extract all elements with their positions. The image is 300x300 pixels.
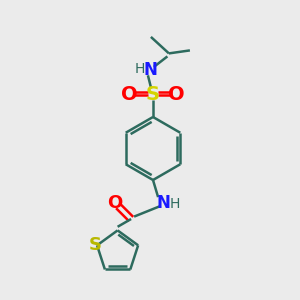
Text: S: S	[146, 85, 160, 104]
Text: O: O	[107, 194, 122, 211]
Text: N: N	[156, 194, 170, 211]
Text: N: N	[144, 61, 158, 79]
Text: O: O	[121, 85, 138, 104]
Text: H: H	[135, 62, 145, 76]
Text: H: H	[170, 197, 180, 211]
Text: O: O	[168, 85, 185, 104]
Text: S: S	[89, 236, 102, 254]
